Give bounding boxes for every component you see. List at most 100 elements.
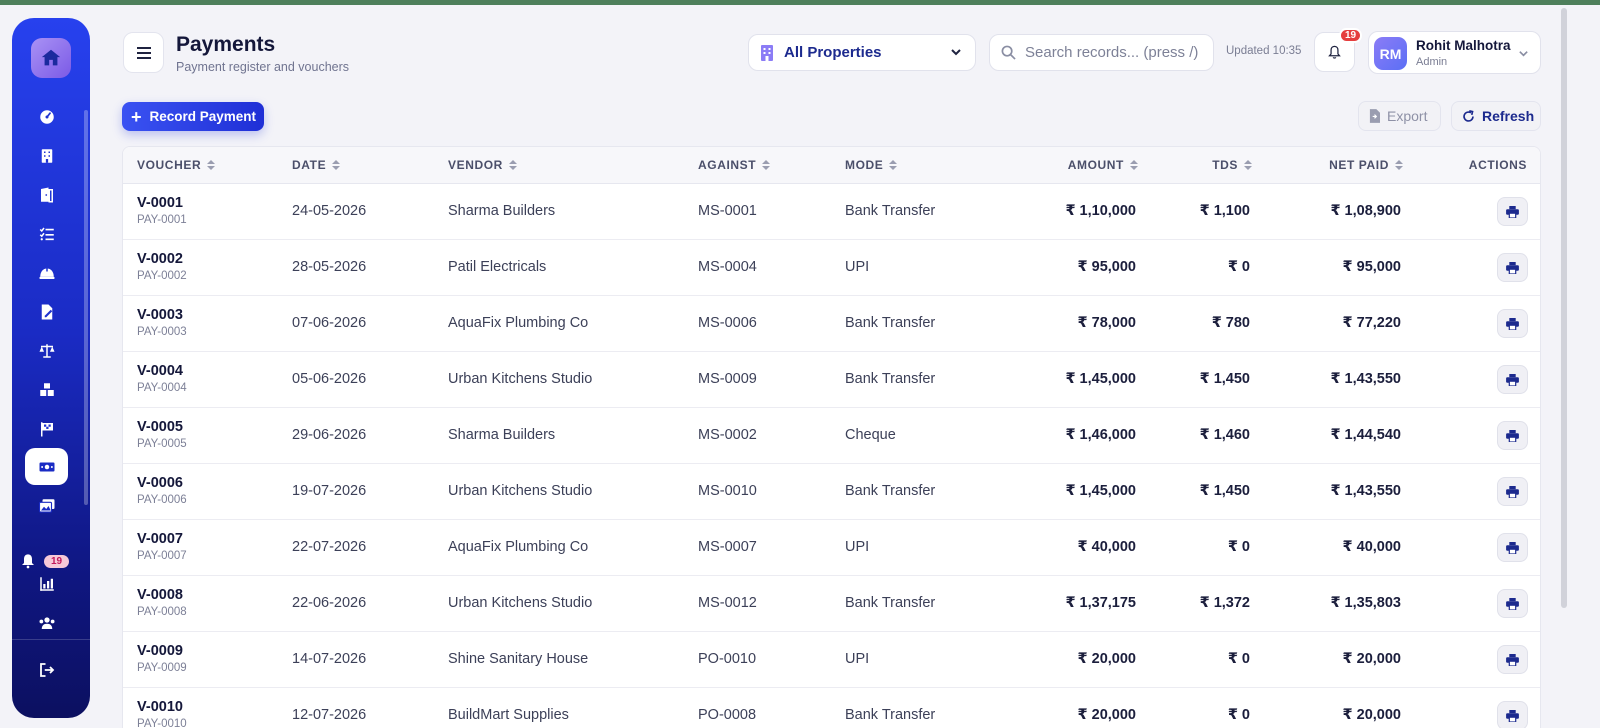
tds-value: ₹ 0 — [1227, 707, 1250, 723]
export-button[interactable]: Export — [1358, 101, 1441, 131]
chart-bar-icon — [39, 576, 54, 591]
amount-value: ₹ 20,000 — [1077, 651, 1136, 667]
table-row[interactable]: V-0005 PAY-0005 29-06-2026 Sharma Builders M… — [123, 408, 1540, 464]
tds-value: ₹ 780 — [1211, 315, 1250, 331]
col-mode[interactable]: MODE — [845, 158, 898, 172]
voucher-number[interactable]: V-0004 — [137, 363, 183, 379]
voucher-number[interactable]: V-0006 — [137, 475, 183, 491]
table-row[interactable]: V-0007 PAY-0007 22-07-2026 AquaFix Plumbing… — [123, 520, 1540, 576]
search-input[interactable] — [1025, 44, 1210, 61]
sidebar-item-legal[interactable] — [25, 332, 68, 369]
notifications-badge: 19 — [44, 554, 70, 568]
plus-icon: + — [131, 106, 142, 127]
refresh-button[interactable]: Refresh — [1451, 101, 1541, 131]
property-select[interactable]: All Properties — [748, 34, 976, 71]
payment-date: 07-06-2026 — [292, 315, 367, 331]
voucher-reference: PAY-0002 — [137, 270, 187, 282]
print-icon — [1506, 429, 1519, 442]
search-box[interactable] — [989, 34, 1214, 71]
table-row[interactable]: V-0003 PAY-0003 07-06-2026 AquaFix Plumbing… — [123, 296, 1540, 352]
avatar: RM — [1374, 37, 1407, 70]
print-voucher-button[interactable] — [1497, 589, 1528, 618]
sidebar-item-dashboard[interactable] — [25, 98, 68, 135]
menu-toggle-button[interactable] — [123, 32, 164, 73]
col-vendor-label: VENDOR — [448, 158, 503, 172]
table-row[interactable]: V-0001 PAY-0001 24-05-2026 Sharma Builders M… — [123, 184, 1540, 240]
refresh-icon — [1463, 109, 1474, 122]
table-row[interactable]: V-0004 PAY-0004 05-06-2026 Urban Kitchens S… — [123, 352, 1540, 408]
print-icon — [1506, 653, 1519, 666]
table-row[interactable]: V-0002 PAY-0002 28-05-2026 Patil Electrical… — [123, 240, 1540, 296]
sidebar-item-units[interactable] — [25, 176, 68, 213]
user-menu[interactable]: RM Rohit Malhotra Admin — [1368, 31, 1541, 74]
building-icon — [761, 44, 773, 61]
table-row[interactable]: V-0008 PAY-0008 22-06-2026 Urban Kitchens S… — [123, 576, 1540, 632]
voucher-number[interactable]: V-0002 — [137, 251, 183, 267]
sidebar-item-tasks[interactable] — [25, 215, 68, 252]
print-voucher-button[interactable] — [1497, 533, 1528, 562]
voucher-number[interactable]: V-0005 — [137, 419, 183, 435]
bell-icon — [1328, 45, 1341, 59]
print-voucher-button[interactable] — [1497, 309, 1528, 338]
sidebar-item-properties[interactable] — [25, 137, 68, 174]
vendor-name: Patil Electricals — [448, 259, 547, 275]
col-date[interactable]: DATE — [292, 158, 341, 172]
page-scrollbar[interactable] — [1561, 8, 1567, 608]
amount-value: ₹ 40,000 — [1077, 539, 1136, 555]
user-name: Rohit Malhotra — [1416, 38, 1511, 53]
sidebar-item-contractors[interactable] — [25, 254, 68, 291]
col-actions-label: ACTIONS — [1468, 158, 1527, 172]
col-against[interactable]: AGAINST — [698, 158, 771, 172]
against-reference: MS-0002 — [698, 427, 757, 443]
payment-mode: UPI — [845, 651, 870, 667]
updated-timestamp: Updated 10:35 — [1226, 45, 1302, 57]
print-voucher-button[interactable] — [1497, 645, 1528, 674]
print-voucher-button[interactable] — [1497, 365, 1528, 394]
payment-date: 29-06-2026 — [292, 427, 367, 443]
sidebar-item-milestones[interactable] — [25, 410, 68, 447]
col-amount[interactable]: AMOUNT — [1023, 158, 1138, 172]
sidebar-item-reports[interactable] — [25, 565, 68, 602]
print-voucher-button[interactable] — [1497, 253, 1528, 282]
vendor-name: AquaFix Plumbing Co — [448, 315, 589, 331]
table-row[interactable]: V-0010 PAY-0010 12-07-2026 BuildMart Suppli… — [123, 688, 1540, 728]
voucher-reference: PAY-0005 — [137, 438, 187, 450]
tds-value: ₹ 1,450 — [1199, 483, 1250, 499]
tds-value: ₹ 0 — [1227, 539, 1250, 555]
sidebar-item-inventory[interactable] — [25, 371, 68, 408]
col-net-paid[interactable]: NET PAID — [1283, 158, 1403, 172]
home-icon — [41, 49, 61, 66]
voucher-reference: PAY-0007 — [137, 550, 187, 562]
table-row[interactable]: V-0006 PAY-0006 19-07-2026 Urban Kitchens S… — [123, 464, 1540, 520]
sidebar-item-notifications[interactable]: 19 — [18, 546, 82, 576]
voucher-number[interactable]: V-0008 — [137, 587, 183, 603]
tds-value: ₹ 0 — [1227, 651, 1250, 667]
col-voucher[interactable]: VOUCHER — [137, 158, 216, 172]
sidebar-item-payments[interactable] — [25, 448, 68, 485]
print-voucher-button[interactable] — [1497, 701, 1528, 728]
print-voucher-button[interactable] — [1497, 477, 1528, 506]
voucher-number[interactable]: V-0010 — [137, 699, 183, 715]
payments-table: VOUCHER DATE VENDOR AGAINST MODE AMOUNT … — [122, 146, 1541, 728]
voucher-number[interactable]: V-0001 — [137, 195, 183, 211]
record-payment-button[interactable]: + Record Payment — [122, 102, 264, 131]
home-logo-button[interactable] — [31, 38, 71, 78]
sidebar-item-gallery[interactable] — [25, 487, 68, 524]
sidebar-scrollbar[interactable] — [84, 110, 88, 505]
vendor-name: Sharma Builders — [448, 427, 556, 443]
print-voucher-button[interactable] — [1497, 421, 1528, 450]
net-paid-value: ₹ 1,08,900 — [1330, 203, 1401, 219]
col-tds[interactable]: TDS — [1153, 158, 1252, 172]
sort-icon — [1130, 159, 1138, 171]
voucher-number[interactable]: V-0009 — [137, 643, 183, 659]
voucher-reference: PAY-0008 — [137, 606, 187, 618]
print-voucher-button[interactable] — [1497, 197, 1528, 226]
sidebar-item-logout[interactable] — [25, 651, 68, 688]
money-bill-icon — [39, 462, 54, 471]
table-row[interactable]: V-0009 PAY-0009 14-07-2026 Shine Sanitary H… — [123, 632, 1540, 688]
sidebar-item-users[interactable] — [25, 604, 68, 641]
col-vendor[interactable]: VENDOR — [448, 158, 517, 172]
voucher-number[interactable]: V-0007 — [137, 531, 183, 547]
voucher-number[interactable]: V-0003 — [137, 307, 183, 323]
sidebar-item-work-orders[interactable] — [25, 293, 68, 330]
